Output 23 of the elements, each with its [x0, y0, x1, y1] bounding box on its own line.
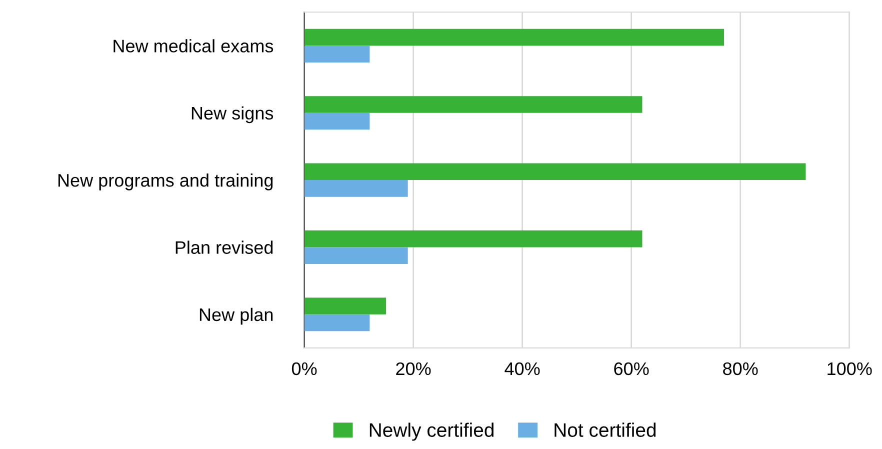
bar — [304, 46, 370, 62]
x-tick-label: 0% — [292, 362, 317, 376]
y-tick-label: Plan revised — [176, 240, 273, 254]
bar — [304, 112, 370, 130]
x-tick-label: 20% — [396, 362, 431, 376]
x-tick-label: 100% — [828, 362, 872, 376]
x-tick-label: 80% — [723, 362, 758, 376]
legend-label: Not certified — [554, 422, 656, 437]
y-tick-label: New medical exams — [114, 39, 274, 52]
bar — [304, 298, 386, 314]
x-tick-label: 40% — [504, 362, 540, 376]
legend-label: Newly certified — [370, 422, 494, 441]
bar — [304, 230, 642, 248]
x-tick-label: 60% — [614, 362, 649, 376]
bar — [304, 163, 806, 180]
bar — [304, 314, 370, 332]
y-tick-label: New signs — [192, 106, 274, 124]
bar — [304, 28, 724, 46]
bar — [304, 247, 408, 264]
y-tick-label: New plan — [200, 308, 273, 325]
bar — [304, 180, 408, 197]
bar — [304, 96, 642, 113]
y-tick-label: New programs and training — [58, 174, 273, 190]
